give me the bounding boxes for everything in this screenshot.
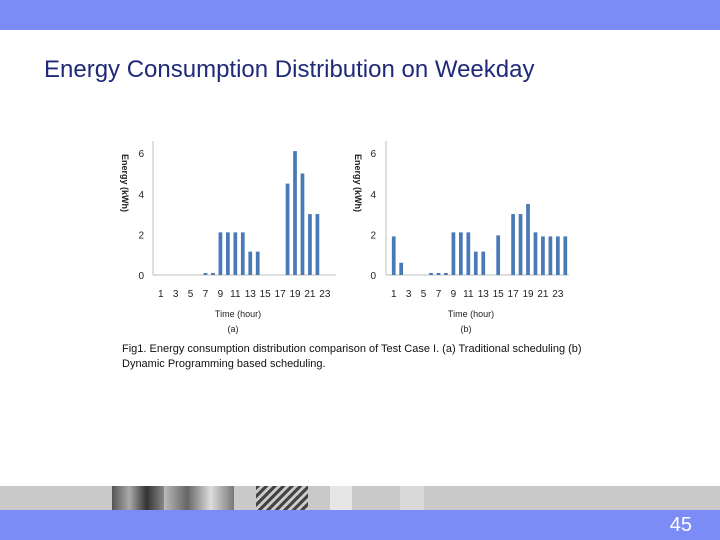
x-tick-label: 5	[421, 289, 427, 300]
panel-label: (b)	[461, 324, 472, 334]
figure-caption: Fig1. Energy consumption distribution co…	[122, 343, 582, 370]
decorative-photo	[400, 486, 424, 510]
slide-title: Energy Consumption Distribution on Weekd…	[44, 56, 535, 83]
x-tick-label: 11	[463, 289, 474, 300]
y-tick-label: 0	[138, 271, 144, 282]
x-tick-label: 17	[275, 289, 287, 300]
bar	[548, 236, 553, 275]
bar	[496, 235, 501, 275]
bar	[541, 236, 545, 275]
y-axis-label: Energy (kWh)	[353, 154, 363, 212]
bar	[248, 251, 253, 275]
bar	[451, 232, 456, 275]
bar	[255, 251, 260, 275]
bar	[444, 272, 448, 275]
x-tick-label: 21	[304, 289, 316, 300]
decorative-photo	[112, 486, 164, 510]
bar	[233, 232, 238, 275]
x-tick-label: 15	[260, 289, 272, 300]
bar	[511, 214, 515, 275]
y-tick-label: 4	[138, 190, 144, 201]
y-tick-label: 4	[370, 190, 376, 201]
x-tick-label: 13	[478, 289, 490, 300]
x-tick-label: 7	[436, 289, 442, 300]
y-tick-label: 6	[138, 149, 144, 160]
decorative-photo	[164, 486, 234, 510]
bar	[399, 262, 404, 275]
bar	[203, 272, 208, 275]
x-tick-label: 19	[522, 289, 534, 300]
bar	[211, 272, 215, 275]
x-tick-label: 11	[230, 289, 241, 300]
x-tick-label: 15	[493, 289, 505, 300]
x-tick-label: 3	[173, 289, 179, 300]
bar	[555, 236, 560, 275]
bar	[226, 232, 230, 275]
top-accent-band	[0, 0, 720, 30]
x-tick-label: 9	[218, 289, 224, 300]
bar	[459, 232, 463, 275]
bar	[436, 272, 441, 275]
bar	[218, 232, 223, 275]
x-tick-label: 23	[319, 289, 331, 300]
bar	[473, 251, 478, 275]
x-tick-label: 23	[552, 289, 564, 300]
x-tick-label: 1	[391, 289, 397, 300]
bar	[481, 251, 486, 275]
x-tick-label: 17	[508, 289, 520, 300]
bar	[466, 232, 471, 275]
y-tick-label: 6	[370, 149, 376, 160]
x-tick-label: 13	[245, 289, 257, 300]
bar	[293, 151, 297, 275]
bar	[526, 203, 530, 275]
x-tick-label: 7	[203, 289, 209, 300]
bar	[285, 183, 290, 275]
bar	[300, 173, 305, 275]
x-tick-label: 19	[289, 289, 301, 300]
decorative-photo	[256, 486, 308, 510]
decorative-photo-strip	[0, 486, 720, 510]
bar	[240, 232, 245, 275]
x-tick-label: 1	[158, 289, 164, 300]
x-tick-label: 5	[188, 289, 194, 300]
y-tick-label: 2	[138, 230, 144, 241]
page-number: 45	[669, 514, 692, 536]
decorative-photo	[330, 486, 352, 510]
panel-label: (a)	[228, 324, 239, 334]
x-axis-label: Time (hour)	[448, 309, 494, 319]
bar	[308, 214, 312, 275]
bottom-accent-band	[0, 510, 720, 540]
x-tick-label: 3	[406, 289, 412, 300]
x-axis-label: Time (hour)	[215, 309, 261, 319]
y-tick-label: 0	[370, 271, 376, 282]
y-axis-label: Energy (kWh)	[120, 154, 130, 212]
bar	[533, 232, 538, 275]
bar	[563, 236, 568, 275]
bar	[315, 214, 320, 275]
y-tick-label: 2	[370, 230, 376, 241]
bar	[518, 214, 523, 275]
bar	[391, 236, 396, 275]
x-tick-label: 9	[451, 289, 457, 300]
bar	[429, 272, 433, 275]
x-tick-label: 21	[537, 289, 549, 300]
